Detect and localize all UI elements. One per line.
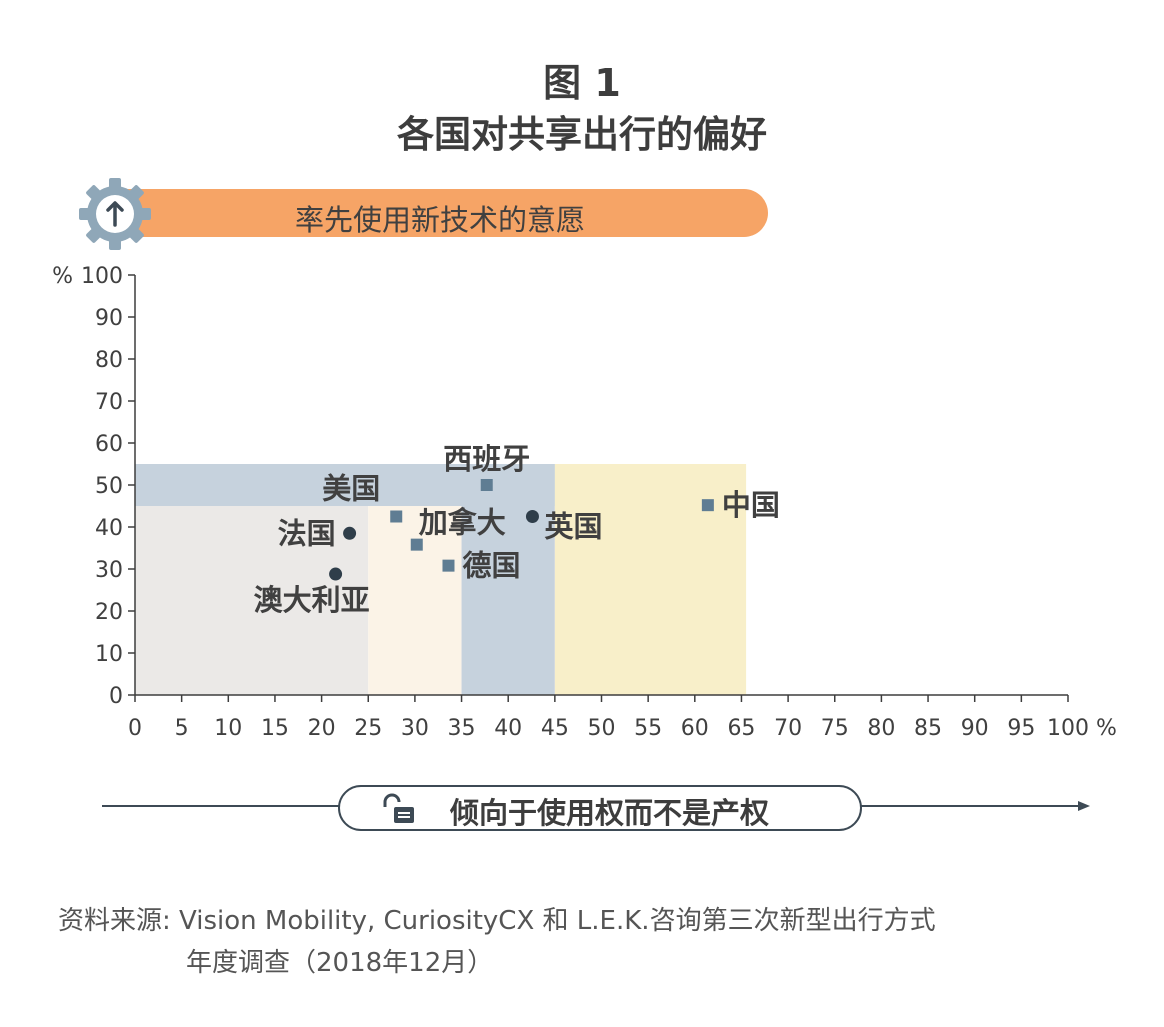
x-tick-label: 65 [727,716,755,741]
x-tick-label: 90 [961,716,989,741]
x-tick-label: 55 [634,716,662,741]
point-marker [442,559,455,572]
y-tick-label: 70 [95,390,123,415]
point-marker [343,526,357,540]
y-tick-label: 100 [81,264,123,289]
source-line-1: 资料来源: Vision Mobility, CuriosityCX 和 L.E… [58,906,936,936]
x-tick-label: 60 [681,716,709,741]
y-tick-label: 0 [109,684,123,709]
point-marker [525,510,539,523]
region-blue-column [461,464,555,695]
x-tick-label: 20 [308,716,336,741]
x-tick-label: 5 [175,716,189,741]
region-gray [135,506,369,695]
y-tick-label: 10 [95,642,123,667]
x-tick-label: 50 [588,716,616,741]
x-tick-label: 80 [867,716,895,741]
x-tick-label: 30 [401,716,429,741]
x-tick-label: 100 [1047,716,1089,741]
point-label: 英国 [544,510,602,544]
point-marker [390,510,403,523]
point-label: 美国 [322,472,380,506]
point-marker [329,567,343,581]
scatter-chart: 0 10 20 30 40 50 60 70 80 90 100% 0 5 10 15 20 25 30 35 40 4… [52,264,1117,741]
source-line-2: 年度调查（2018年12月） [186,948,494,978]
gear-arrow-up-icon [79,178,151,250]
x-tick-label: 35 [448,716,476,741]
point-marker [701,499,714,512]
x-tick-label: 85 [914,716,942,741]
point-label: 法国 [278,516,336,550]
x-tick-label: 0 [128,716,142,741]
point-marker [480,479,493,491]
y-tick-label: 20 [95,600,123,625]
x-tick-label: 45 [541,716,569,741]
y-axis-banner: 率先使用新技术的意愿 [112,189,768,237]
x-tick-label: 95 [1007,716,1035,741]
source-note: 资料来源: Vision Mobility, CuriosityCX 和 L.E… [58,900,936,984]
x-tick-label: 70 [774,716,802,741]
x-tick-label: 75 [821,716,849,741]
x-axis-banner-label: 倾向于使用权而不是产权 [450,796,770,830]
figure-number: 图 1 [543,61,621,105]
y-tick-label: 60 [95,432,123,457]
x-tick-label: 15 [261,716,289,741]
x-tick-label: 25 [354,716,382,741]
y-tick-label: 80 [95,348,123,373]
point-label: 澳大利亚 [254,583,370,617]
y-tick-label: 40 [95,516,123,541]
x-tick-label: 10 [214,716,242,741]
unlocked-padlock-icon [383,793,414,823]
region-yellow [554,464,747,695]
x-axis-banner: 倾向于使用权而不是产权 [338,785,862,831]
point-marker [410,538,423,551]
x-tick-label: 40 [494,716,522,741]
x-unit-label: % [1096,716,1117,741]
point-label: 中国 [722,488,780,522]
point-label: 西班牙 [443,442,530,476]
point-label: 德国 [462,549,520,583]
y-axis-banner-label: 率先使用新技术的意愿 [294,203,585,237]
y-tick-label: 50 [95,474,123,499]
chart-title: 各国对共享出行的偏好 [397,113,767,156]
region-cream [368,506,462,695]
y-tick-label: 30 [95,558,123,583]
y-unit-label: % [52,264,73,289]
y-tick-label: 90 [95,306,123,331]
point-label: 加拿大 [419,506,506,540]
